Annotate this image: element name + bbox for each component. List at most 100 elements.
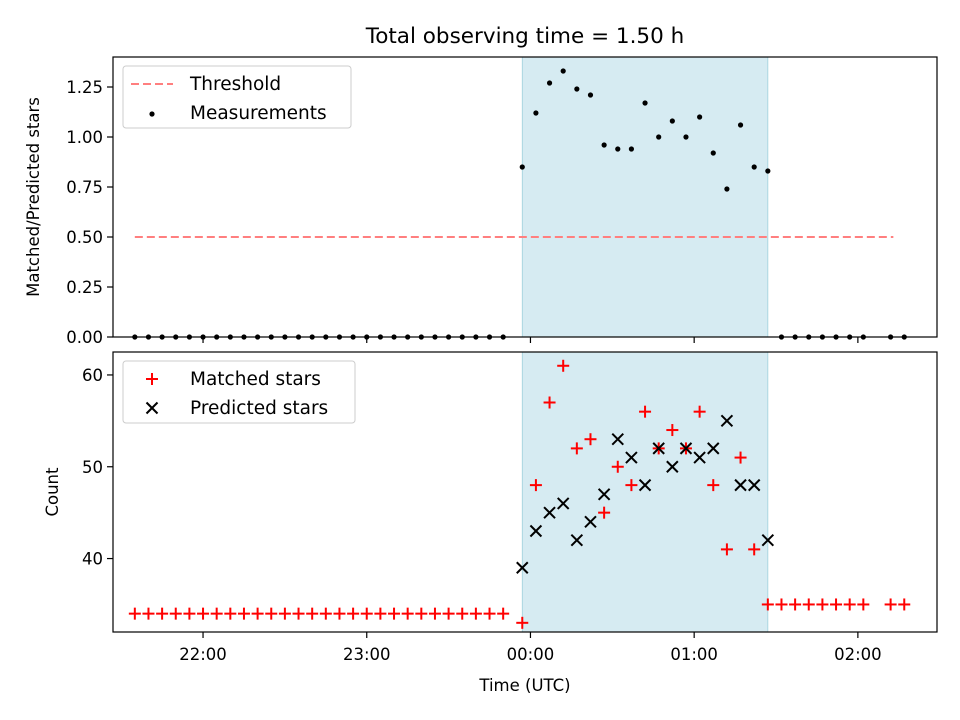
y-tick-label: 60 — [82, 366, 103, 385]
matched-star-point — [347, 607, 360, 620]
matched-star-point — [197, 607, 210, 620]
matched-star-point — [557, 359, 570, 372]
matched-star-point — [720, 543, 733, 556]
x-tick-label: 22:00 — [179, 645, 227, 664]
matched-star-point — [483, 607, 496, 620]
matched-star-point — [156, 607, 169, 620]
predicted-star-point — [570, 533, 584, 547]
matched-star-point — [251, 607, 264, 620]
measurement-point — [560, 68, 566, 74]
legend-measurement-swatch — [149, 111, 155, 117]
matched-star-point — [306, 607, 319, 620]
matched-star-point — [333, 607, 346, 620]
y-tick-label: 40 — [82, 550, 103, 569]
matched-star-point — [789, 598, 802, 611]
predicted-star-point — [543, 506, 556, 519]
measurement-point — [574, 86, 580, 92]
matched-star-point — [428, 607, 441, 620]
matched-star-point — [611, 460, 624, 473]
predicted-star-point — [761, 533, 775, 547]
x-tick-label: 02:00 — [834, 645, 882, 664]
matched-star-point — [374, 607, 387, 620]
measurement-point — [615, 146, 621, 152]
matched-star-point — [707, 479, 720, 492]
predicted-star-point — [638, 478, 652, 492]
legend-box — [122, 360, 356, 424]
matched-star-point — [802, 598, 815, 611]
top-legend: Threshold Measurements — [122, 65, 352, 129]
matched-star-point — [843, 598, 856, 611]
matched-star-point — [734, 451, 747, 464]
matched-star-point — [401, 607, 414, 620]
matched-star-point — [442, 607, 455, 620]
matched-star-point — [128, 607, 141, 620]
matched-star-point — [388, 607, 401, 620]
y-tick-label: 0.50 — [66, 228, 103, 247]
legend-box — [122, 65, 352, 129]
bottom-legend: Matched stars Predicted stars — [122, 360, 356, 424]
matched-star-point — [278, 607, 291, 620]
measurement-point — [533, 110, 539, 116]
matched-star-point — [898, 598, 911, 611]
matched-star-point — [598, 506, 611, 519]
matched-star-point — [210, 607, 223, 620]
matched-star-point — [183, 607, 196, 620]
x-tick-label: 00:00 — [507, 645, 555, 664]
matched-star-point — [816, 598, 829, 611]
predicted-star-point — [529, 524, 543, 538]
bottom-axes-frame — [112, 351, 938, 633]
x-tick-label: 01:00 — [670, 645, 718, 664]
matched-star-point — [415, 607, 428, 620]
matched-star-point — [857, 598, 870, 611]
matched-star-point — [360, 607, 373, 620]
predicted-star-point — [693, 451, 706, 464]
measurement-point — [628, 146, 635, 152]
matched-star-point — [884, 598, 897, 611]
predicted-star-point — [556, 497, 570, 510]
measurement-point — [683, 134, 689, 140]
matched-star-point — [570, 442, 583, 455]
y-tick-label: 1.25 — [66, 78, 103, 97]
matched-star-point — [639, 405, 652, 418]
predicted-star-point — [625, 451, 638, 464]
top-axes-frame — [112, 56, 938, 338]
legend-label: Threshold — [189, 74, 281, 95]
measurement-point — [587, 92, 594, 98]
predicted-star-point — [584, 515, 597, 529]
measurement-point — [669, 118, 675, 124]
x-axis-label: Time (UTC) — [478, 676, 570, 695]
matched-star-point — [775, 598, 788, 611]
predicted-star-point — [666, 460, 679, 473]
measurement-point — [724, 186, 730, 192]
y-tick-label: 50 — [82, 458, 103, 477]
matched-star-point — [748, 543, 761, 556]
matched-star-point — [625, 479, 638, 492]
bottom-panel: 40 50 60 22:00 23:00 00:00 01:00 02:00 Count T… — [43, 351, 938, 695]
predicted-star-point — [679, 442, 693, 455]
y-tick-label: 0.75 — [66, 178, 103, 197]
measurement-point — [656, 134, 662, 140]
matched-star-point — [237, 607, 250, 620]
matched-star-point — [497, 607, 510, 620]
matched-star-point — [456, 607, 469, 620]
predicted-star-point — [707, 442, 720, 455]
matched-star-point — [543, 396, 556, 409]
matched-star-point — [319, 607, 332, 620]
predicted-star-point — [734, 478, 747, 492]
matched-star-point — [265, 607, 278, 620]
legend-label: Measurements — [190, 103, 327, 124]
measurement-point — [710, 150, 716, 156]
matched-star-point — [142, 607, 155, 620]
predicted-star-point — [652, 442, 665, 455]
predicted-star-point — [611, 433, 624, 446]
y-tick-label: 0.00 — [66, 328, 103, 347]
legend-label: Matched stars — [190, 369, 321, 390]
legend-predicted-swatch — [145, 401, 159, 415]
measurement-point — [519, 164, 525, 170]
predicted-star-point — [747, 478, 761, 492]
legend-label: Predicted stars — [190, 398, 328, 419]
matched-star-point — [693, 405, 706, 418]
legend-matched-swatch — [146, 373, 158, 385]
measurement-point — [697, 114, 703, 120]
